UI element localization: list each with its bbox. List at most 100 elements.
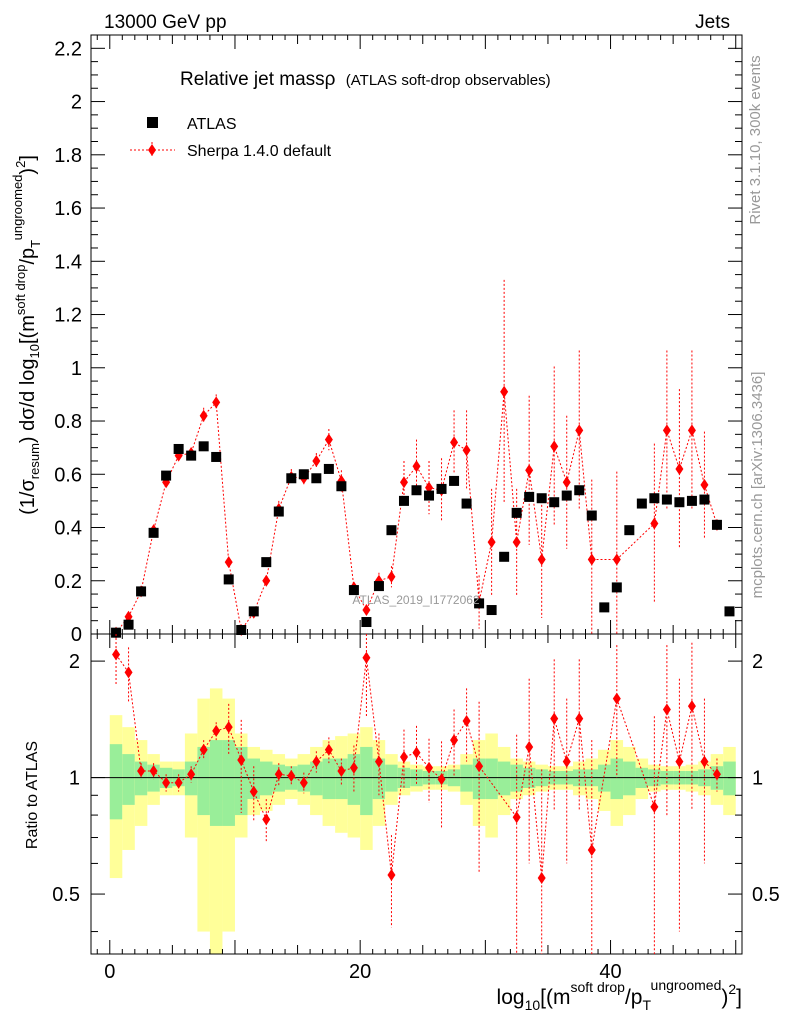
sherpa-point [199, 409, 208, 422]
y-axis-label-ratio: Ratio to ATLAS [24, 741, 41, 849]
sherpa-ratio-point [612, 692, 621, 705]
atlas-point [311, 473, 322, 484]
sherpa-ratio-point [399, 751, 408, 764]
sherpa-ratio-point [324, 743, 333, 756]
y-tick-label-main: 0 [71, 624, 82, 646]
chart-title-main: Relative jet massρ [180, 69, 336, 90]
atlas-point [161, 470, 172, 481]
sherpa-point [500, 385, 509, 398]
sherpa-series [112, 279, 721, 639]
ratio-y-tick-label-right: 0.5 [752, 884, 780, 906]
y-tick-label-main: 1 [71, 358, 82, 380]
legend-atlas-marker [147, 117, 158, 128]
sherpa-ratio-point [312, 755, 321, 768]
ratio-y-tick-label-left: 0.5 [52, 884, 80, 906]
sherpa-point [700, 478, 709, 491]
sherpa-ratio-point [124, 666, 133, 679]
sherpa-ratio-point [262, 813, 271, 826]
y-tick-label-main: 0.4 [54, 518, 82, 540]
sherpa-point [450, 436, 459, 449]
atlas-point [536, 493, 547, 504]
atlas-series [111, 441, 735, 638]
sherpa-ratio-point [287, 769, 296, 782]
atlas-point [223, 574, 234, 585]
sherpa-point [650, 517, 659, 530]
axis-tick-labels: 0 20 40 0 0.2 0.4 0.6 0.8 1 1.2 1.4 1.6 1.8 2 2.2 0.5 0.… [52, 38, 780, 983]
sherpa-ratio-point [149, 764, 158, 777]
rivet-label: Rivet 3.1.10, 300k events [747, 55, 764, 224]
atlas-point [424, 490, 435, 501]
sherpa-ratio-point [162, 776, 171, 789]
atlas-point [298, 469, 309, 480]
sherpa-point [412, 460, 421, 473]
atlas-point [123, 619, 134, 630]
sherpa-ratio-point [224, 721, 233, 734]
sherpa-ratio-point [700, 755, 709, 768]
inner-band-bin [109, 744, 123, 820]
atlas-point [361, 617, 372, 628]
x-tick-label: 40 [599, 961, 621, 983]
axes-frame [90, 34, 743, 955]
header-right: Jets [695, 12, 730, 33]
inner-band-bin [623, 761, 636, 796]
y-tick-label-main: 0.8 [54, 411, 82, 433]
atlas-point [461, 498, 472, 509]
sherpa-ratio-point [137, 764, 146, 777]
ratio-panel-frame [90, 633, 743, 955]
legend-sherpa-label: Sherpa 1.4.0 default [187, 143, 332, 160]
sherpa-ratio-point [712, 768, 721, 781]
sherpa-ratio-point [112, 648, 121, 661]
ratio-y-tick-label-right: 1 [752, 768, 763, 790]
sherpa-point [224, 556, 233, 569]
sherpa-ratio-point [387, 869, 396, 882]
atlas-point [173, 443, 184, 454]
x-tick-label: 20 [349, 961, 371, 983]
sherpa-ratio-point [437, 773, 446, 786]
sherpa-ratio-point [550, 712, 559, 725]
sherpa-point [562, 476, 571, 489]
sherpa-point [312, 454, 321, 467]
y-tick-label-main: 1.4 [54, 251, 82, 273]
sherpa-ratio-point [274, 768, 283, 781]
inner-band-bin [460, 764, 473, 792]
sherpa-ratio-point [187, 768, 196, 781]
sherpa-ratio-point [587, 843, 596, 856]
inner-band-bin [385, 764, 398, 792]
atlas-point [186, 450, 197, 461]
sherpa-ratio-point [349, 761, 358, 774]
sherpa-point [687, 424, 696, 437]
y-tick-label-main: 2.2 [54, 38, 82, 60]
inner-band-bin [360, 746, 373, 816]
ratio-uncertainty-bands [109, 688, 736, 954]
sherpa-ratio-point [199, 743, 208, 756]
ratio-y-tick-label-left: 2 [69, 651, 80, 673]
atlas-point [336, 481, 347, 492]
atlas-point [499, 551, 510, 562]
inner-band-bin [222, 740, 235, 826]
atlas-point [398, 495, 409, 506]
sherpa-ratio-point [687, 700, 696, 713]
atlas-point [386, 525, 397, 536]
y-tick-label-main: 1.8 [54, 145, 82, 167]
atlas-point [649, 493, 660, 504]
y-tick-label-main: 0.2 [54, 571, 82, 593]
atlas-point [549, 497, 560, 508]
sherpa-point [675, 462, 684, 475]
atlas-point [348, 585, 359, 596]
sherpa-ratio-point [675, 755, 684, 768]
watermark: ATLAS_2019_I1772062 [352, 593, 480, 607]
sherpa-point [399, 476, 408, 489]
inner-band-bin [610, 758, 624, 800]
sherpa-ratio-point [412, 746, 421, 759]
inner-band-bin [209, 740, 223, 826]
sherpa-ratio-point [525, 740, 534, 753]
atlas-point [261, 557, 272, 568]
sherpa-ratio-point [512, 811, 521, 824]
sherpa-point [212, 396, 221, 409]
sherpa-ratio-point [362, 651, 371, 664]
inner-band-bin [197, 746, 210, 816]
atlas-point [636, 498, 647, 509]
x-tick-label: 0 [104, 961, 115, 983]
sherpa-ratio-point [299, 776, 308, 789]
sherpa-point [537, 553, 546, 566]
